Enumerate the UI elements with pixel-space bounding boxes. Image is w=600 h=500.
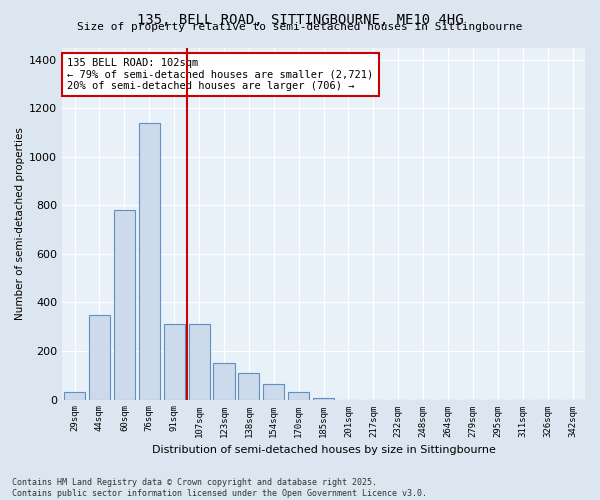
Bar (139, 123, 160, 400)
X-axis label: Distribution of semi-detached houses by size in Sittingbourne: Distribution of semi-detached houses by … (152, 445, 496, 455)
Text: 135, BELL ROAD, SITTINGBOURNE, ME10 4HG: 135, BELL ROAD, SITTINGBOURNE, ME10 4HG (137, 12, 463, 26)
Bar (89, 314, 110, 400)
Bar (313, 398, 334, 400)
Text: Size of property relative to semi-detached houses in Sittingbourne: Size of property relative to semi-detach… (77, 22, 523, 32)
Bar (114, 210, 135, 400)
Bar (64, 392, 85, 400)
Y-axis label: Number of semi-detached properties: Number of semi-detached properties (15, 127, 25, 320)
Text: 135 BELL ROAD: 102sqm
← 79% of semi-detached houses are smaller (2,721)
20% of s: 135 BELL ROAD: 102sqm ← 79% of semi-deta… (67, 58, 374, 92)
Bar (188, 324, 209, 400)
Bar (164, 324, 185, 400)
Text: Contains HM Land Registry data © Crown copyright and database right 2025.
Contai: Contains HM Land Registry data © Crown c… (12, 478, 427, 498)
Bar (238, 373, 259, 400)
Bar (263, 384, 284, 400)
Bar (214, 363, 235, 400)
Bar (288, 392, 309, 400)
